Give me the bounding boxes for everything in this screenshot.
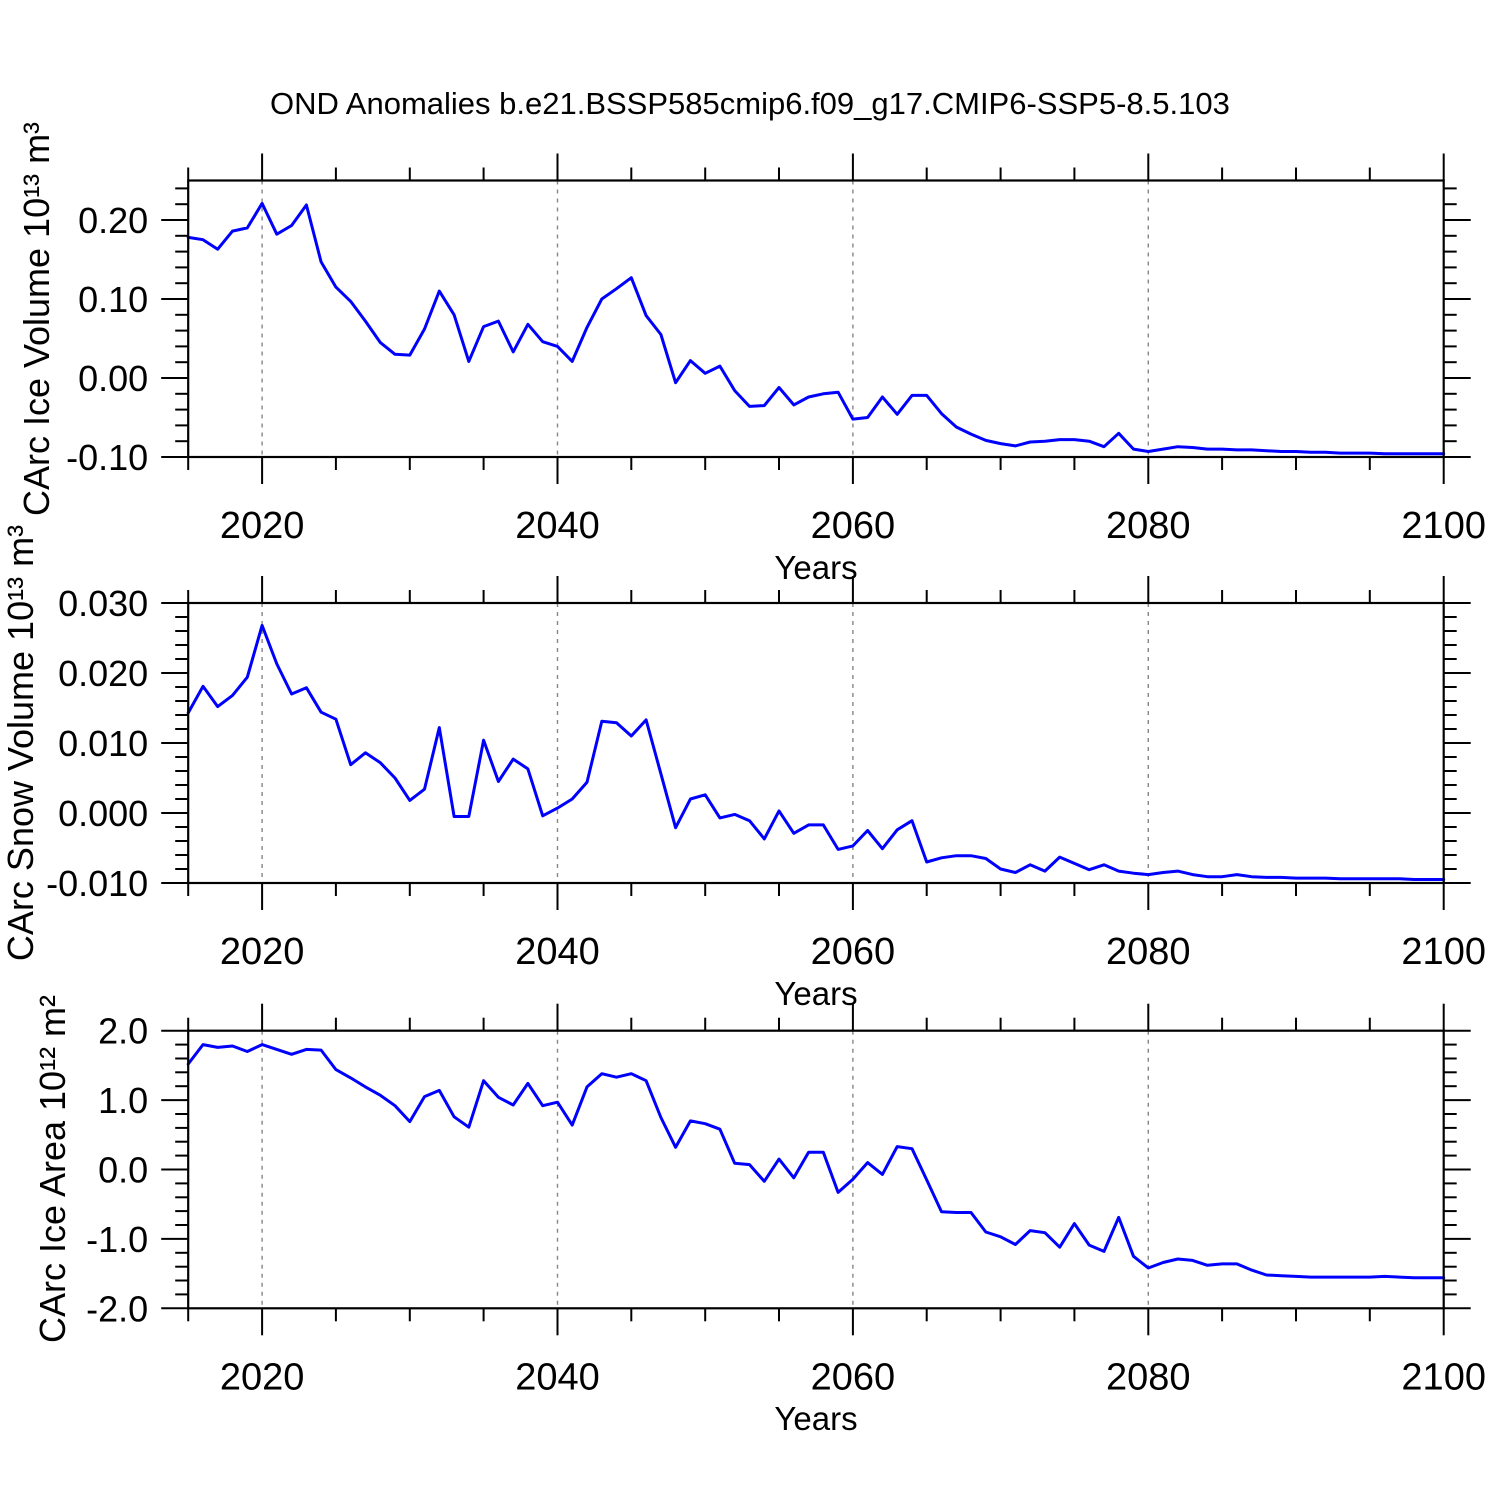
y-tick-label-0.020: 0.020 — [58, 653, 148, 694]
x-tick-label-2100: 2100 — [1401, 931, 1486, 973]
y-tick-label-0.010: 0.010 — [58, 723, 148, 764]
data-line — [186, 201, 1446, 456]
tick-labels: 2020 2040 2060 2080 2100 2.0 1.0 0.0 -1.0 -2.0 — [86, 1011, 1486, 1399]
y-tick-label-0.000: 0.000 — [58, 793, 148, 834]
plot-frame — [187, 1029, 1445, 1310]
x-tick-label-2060: 2060 — [811, 931, 896, 973]
axis-ticks — [161, 153, 1471, 484]
y-tick-label--0.10: -0.10 — [66, 437, 148, 478]
x-tick-label-2040: 2040 — [515, 1356, 600, 1398]
tick-labels: 2020 2040 2060 2080 2100 0.030 0.020 0.010 0.000… — [46, 583, 1486, 973]
panel-2: 2020 2040 2060 2080 2100 0.030 0.020 0.010 0.000… — [46, 576, 1486, 973]
x-tick-label-2040: 2040 — [515, 505, 600, 547]
y-tick-label--1.0: -1.0 — [86, 1219, 148, 1260]
data-line — [186, 1043, 1446, 1280]
panel-3: 2020 2040 2060 2080 2100 2.0 1.0 0.0 -1.0 -2.0 — [86, 1003, 1486, 1399]
y-axis-label-ice-area: CArc Ice Area 10¹² m² — [32, 994, 73, 1344]
x-axis-label-panel-1: Years — [774, 549, 858, 586]
x-tick-label-2080: 2080 — [1106, 931, 1191, 973]
y-tick-label--2.0: -2.0 — [86, 1288, 148, 1329]
x-tick-label-2100: 2100 — [1401, 505, 1486, 547]
y-tick-label-0.20: 0.20 — [78, 200, 148, 241]
x-tick-label-2060: 2060 — [811, 505, 896, 547]
y-tick-label-0.030: 0.030 — [58, 583, 148, 624]
plot-frame — [187, 179, 1445, 459]
plot-frame — [187, 601, 1445, 885]
x-tick-label-2040: 2040 — [515, 931, 600, 973]
y-axis-label-ice-volume: CArc Ice Volume 10¹³ m³ — [16, 121, 57, 517]
x-tick-label-2020: 2020 — [220, 505, 305, 547]
y-tick-label-0.10: 0.10 — [78, 279, 148, 320]
data-line — [186, 623, 1446, 881]
x-tick-label-2020: 2020 — [220, 931, 305, 973]
y-tick-label-1.0: 1.0 — [98, 1080, 148, 1121]
chart-title: OND Anomalies b.e21.BSSP585cmip6.f09_g17… — [270, 86, 1230, 121]
y-tick-label-0.0: 0.0 — [98, 1150, 148, 1191]
x-axis-label-panel-2: Years — [774, 975, 858, 1012]
x-tick-label-2100: 2100 — [1401, 1356, 1486, 1398]
x-tick-label-2080: 2080 — [1106, 1356, 1191, 1398]
x-tick-label-2060: 2060 — [811, 1356, 896, 1398]
x-axis-label-panel-3: Years — [774, 1400, 858, 1437]
x-tick-label-2020: 2020 — [220, 1356, 305, 1398]
y-tick-label-0.00: 0.00 — [78, 358, 148, 399]
axis-ticks — [161, 576, 1471, 910]
y-tick-label-2.0: 2.0 — [98, 1011, 148, 1052]
x-tick-label-2080: 2080 — [1106, 505, 1191, 547]
y-axis-label-snow-volume: CArc Snow Volume 10¹³ m³ — [0, 524, 41, 962]
tick-labels: 2020 2040 2060 2080 2100 0.20 0.10 0.00 -0.10 — [66, 200, 1486, 547]
y-tick-label--0.010: -0.010 — [46, 863, 148, 904]
panel-1: 2020 2040 2060 2080 2100 0.20 0.10 0.00 -0.10 — [66, 153, 1486, 547]
axis-ticks — [161, 1003, 1471, 1336]
